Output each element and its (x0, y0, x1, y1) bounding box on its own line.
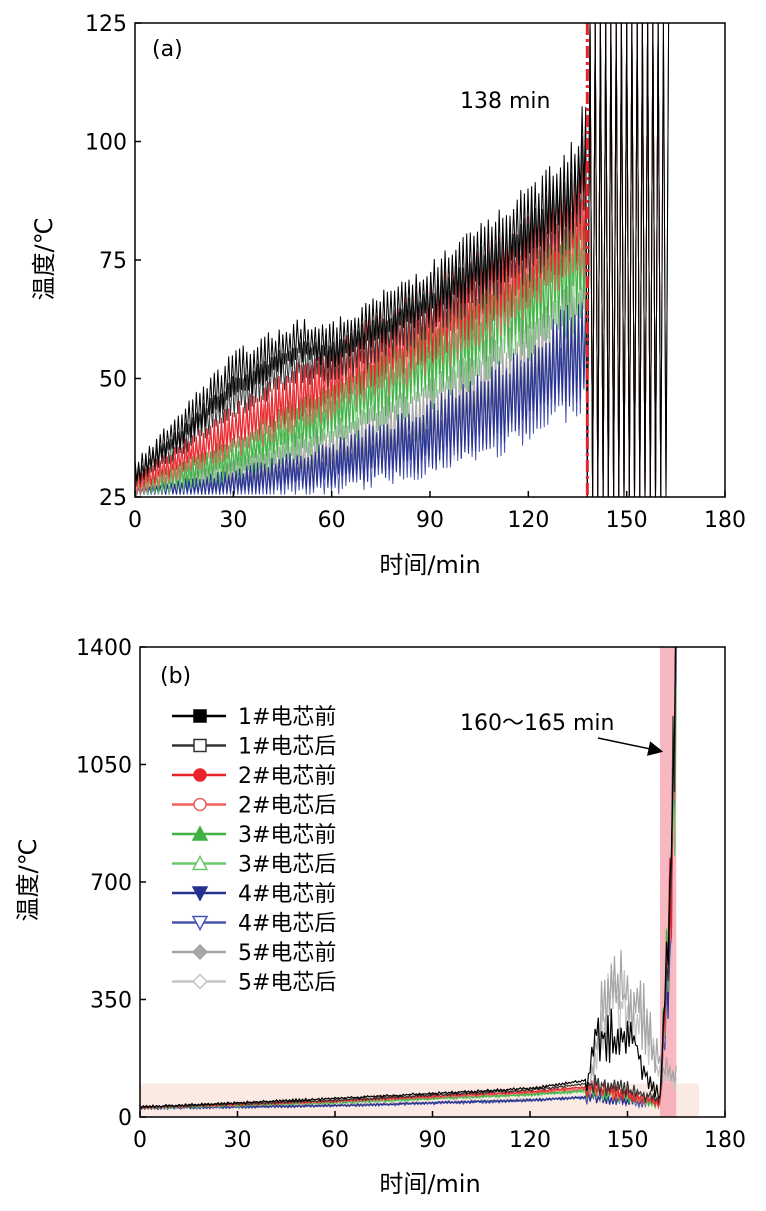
legend-marker (191, 943, 209, 961)
x-tick-label: 150 (607, 1128, 649, 1153)
legend-marker (191, 973, 209, 990)
legend-label: 4#电芯后 (238, 912, 336, 937)
legend-entry: 5#电芯前 (172, 941, 336, 966)
legend-marker (191, 915, 209, 932)
legend-marker (193, 738, 207, 753)
x-tick-label: 30 (224, 1128, 252, 1153)
panel-a-series-line (135, 23, 670, 497)
panel-a-label: (a) (152, 37, 183, 62)
panel-b-series-line (140, 647, 677, 1110)
x-tick-label: 60 (321, 1128, 349, 1153)
x-tick-label: 0 (133, 1128, 147, 1153)
panel-a-annotation: 138 min (460, 89, 550, 114)
x-tick-label: 180 (704, 1128, 746, 1153)
legend-label: 5#电芯后 (238, 971, 336, 996)
legend-entry: 4#电芯后 (172, 912, 336, 937)
legend-label: 2#电芯前 (238, 764, 336, 789)
legend-label: 1#电芯后 (238, 735, 336, 760)
panel-b-label: (b) (160, 664, 191, 689)
legend-entry: 5#电芯后 (172, 971, 336, 996)
panel-b-annotation-arrow (597, 737, 664, 756)
legend-marker (191, 854, 209, 871)
y-tick-label: 1050 (76, 754, 132, 779)
y-tick-label: 1400 (76, 636, 132, 661)
panel-a-x-axis-label: 时间/min (379, 551, 480, 579)
x-tick-label: 90 (416, 508, 444, 533)
legend-marker (191, 886, 209, 902)
panel-b-series-line (140, 647, 677, 1110)
x-tick-label: 0 (128, 508, 142, 533)
panel-b-series-line (140, 647, 677, 1110)
panel-b-series-line (140, 647, 677, 1109)
legend-marker (193, 768, 207, 782)
y-tick-label: 700 (90, 871, 132, 896)
panel-a: 0 30 60 90 120 150 180 25 50 75 100 125 (a) 138 min… (30, 12, 746, 579)
legend-marker (193, 709, 207, 723)
legend-entry: 2#电芯后 (172, 794, 336, 819)
panel-b-x-axis-label: 时间/min (379, 1170, 480, 1198)
x-tick-label: 120 (507, 508, 549, 533)
panel-b-y-axis-label: 温度/℃ (14, 838, 42, 921)
y-tick-label: 125 (85, 12, 127, 37)
panel-b-series-line (140, 647, 677, 1111)
legend-marker (193, 797, 207, 812)
y-tick-label: 100 (85, 131, 127, 156)
panel-a-series-line (135, 23, 662, 497)
legend-marker (191, 825, 209, 841)
legend-entry: 3#电芯前 (172, 823, 336, 848)
legend-entry: 1#电芯前 (172, 705, 336, 730)
panel-a-y-axis-label: 温度/℃ (30, 217, 58, 300)
x-tick-label: 180 (704, 508, 746, 533)
panel-a-series-line (135, 23, 670, 497)
panel-b-series (140, 647, 677, 1111)
y-tick-label: 25 (99, 486, 127, 511)
panel-b-series-line (140, 647, 677, 1110)
legend-label: 4#电芯前 (238, 882, 336, 907)
legend-entry: 4#电芯前 (172, 882, 336, 907)
y-tick-label: 350 (90, 989, 132, 1014)
legend-label: 3#电芯后 (238, 853, 336, 878)
legend-entry: 3#电芯后 (172, 853, 336, 878)
legend-entry: 1#电芯后 (172, 735, 336, 760)
panel-a-series (135, 23, 670, 497)
x-tick-label: 150 (606, 508, 648, 533)
legend-label: 1#电芯前 (238, 705, 336, 730)
x-tick-label: 30 (219, 508, 247, 533)
legend-label: 5#电芯前 (238, 941, 336, 966)
legend-label: 2#电芯后 (238, 794, 336, 819)
y-tick-label: 50 (99, 368, 127, 393)
x-tick-label: 60 (318, 508, 346, 533)
panel-b-annotation: 160～165 min (460, 711, 614, 736)
y-tick-label: 0 (118, 1106, 132, 1131)
x-tick-label: 120 (509, 1128, 551, 1153)
panel-a-ticks: 0 30 60 90 120 150 180 25 50 75 100 125 (85, 12, 746, 533)
x-tick-label: 90 (419, 1128, 447, 1153)
panel-b-ticks: 0 30 60 90 120 150 180 0 350 700 1050 1400 (76, 636, 746, 1153)
y-tick-label: 75 (99, 249, 127, 274)
panel-b: 0 30 60 90 120 150 180 0 350 700 1050 1400 (b) 160～… (14, 636, 746, 1198)
legend-entry: 2#电芯前 (172, 764, 336, 789)
panel-b-legend: 1#电芯前 1#电芯后 2#电芯前 2#电芯后 3#电芯前 3#电芯后 4#电芯前 4#电芯后… (172, 705, 336, 996)
legend-label: 3#电芯前 (238, 823, 336, 848)
